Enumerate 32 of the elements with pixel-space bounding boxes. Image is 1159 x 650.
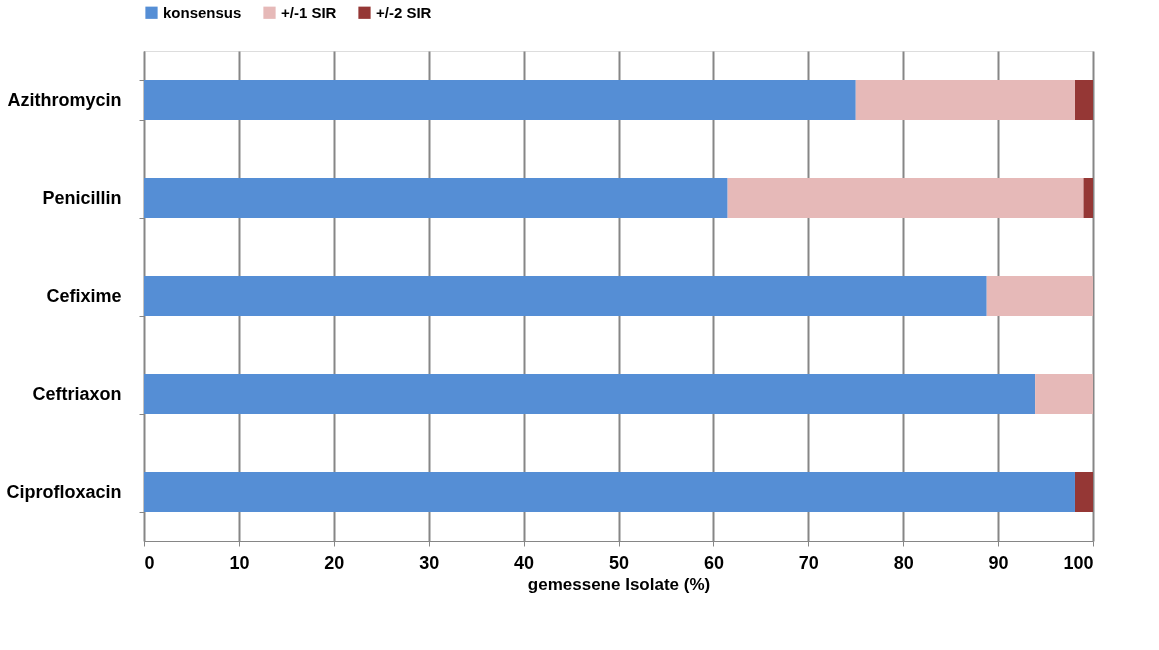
x-tick-label: 50 xyxy=(608,552,630,573)
x-tick-label: 40 xyxy=(514,552,535,573)
bar xyxy=(727,178,1084,218)
bar xyxy=(1074,80,1093,120)
y-tick-label: Penicillin xyxy=(42,187,122,208)
x-tick-label: 0 xyxy=(144,552,155,573)
bar xyxy=(144,276,987,316)
x-tick-label: 80 xyxy=(893,552,914,573)
x-tick-label: 60 xyxy=(703,552,724,573)
bar xyxy=(144,80,856,120)
x-tick-label: 70 xyxy=(798,552,819,573)
x-tick-label: 100 xyxy=(1063,552,1094,573)
x-tick-label: 90 xyxy=(988,552,1009,573)
bar xyxy=(855,80,1075,120)
bar xyxy=(144,178,728,218)
bar xyxy=(1083,178,1093,218)
x-tick-label: 20 xyxy=(324,552,345,573)
x-tick-label: 30 xyxy=(419,552,440,573)
bar xyxy=(144,374,1036,414)
x-tick-label: 10 xyxy=(229,552,250,573)
y-tick-label: Ceftriaxon xyxy=(32,383,122,404)
bar xyxy=(1074,472,1093,512)
bar xyxy=(986,276,1093,316)
bar xyxy=(144,472,1075,512)
legend-label: +/-1 SIR xyxy=(281,3,337,21)
bar xyxy=(1035,374,1093,414)
x-axis-title: gemessene Isolate (%) xyxy=(527,574,711,594)
y-tick-label: Cefixime xyxy=(46,285,122,306)
y-tick-label: Ciprofloxacin xyxy=(6,481,122,502)
y-tick-label: Azithromycin xyxy=(7,89,122,110)
legend-label: konsensus xyxy=(163,3,242,21)
legend-label: +/-2 SIR xyxy=(376,3,432,21)
